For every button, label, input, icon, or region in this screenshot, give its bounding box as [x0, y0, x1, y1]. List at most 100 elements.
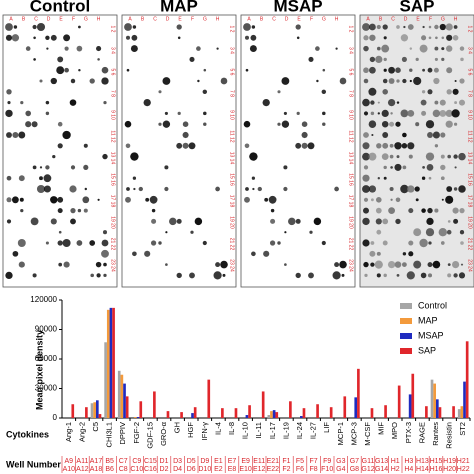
blot-col-label: H: [216, 16, 220, 22]
bar: [457, 409, 461, 418]
well-label: E8: [228, 466, 237, 473]
blot-spot: [263, 250, 270, 257]
blot-spot: [408, 251, 414, 257]
blot-spot: [308, 56, 314, 62]
blot-spot: [422, 68, 425, 72]
well-label: H14: [416, 466, 429, 473]
blot-spot: [64, 46, 69, 51]
blot-spot: [103, 262, 107, 267]
blot-spot: [370, 262, 375, 267]
blot-spot: [428, 25, 432, 29]
blot-spot: [370, 198, 374, 202]
blot-spot: [446, 229, 452, 235]
blot-spot: [84, 187, 88, 191]
blot-spot: [363, 132, 369, 138]
blot-spot: [458, 152, 466, 161]
well-label: D4: [173, 466, 182, 473]
blot-spot: [427, 262, 433, 268]
blot-col-label: F: [72, 16, 75, 22]
blot-spot: [426, 217, 434, 226]
blot-spot: [18, 131, 26, 139]
well-label: G8: [350, 466, 359, 473]
blot-spot: [447, 220, 451, 223]
blot-spot: [62, 130, 71, 140]
blot-spot: [6, 132, 12, 138]
blot-col-label: D: [404, 16, 408, 22]
blot-spot: [130, 152, 139, 161]
blot-spot: [131, 34, 138, 41]
blot-spot: [374, 260, 383, 269]
blot-spot: [334, 262, 340, 268]
blot-spot: [295, 272, 301, 279]
blot-col-label: C: [153, 16, 157, 22]
bar: [125, 396, 129, 418]
blot-spot: [434, 208, 439, 213]
x-tick-label: CHI3L1: [105, 422, 114, 447]
blot-spot: [50, 77, 57, 85]
bar: [384, 405, 387, 418]
blot-spot: [440, 241, 445, 245]
well-label: H13: [416, 458, 429, 465]
blot-spot: [78, 25, 81, 29]
blot-spot: [50, 34, 57, 41]
bar: [71, 404, 75, 418]
blot-row-label: 3 4: [229, 47, 235, 54]
blot-spot: [447, 273, 452, 278]
blot-spot: [182, 142, 189, 149]
bar: [117, 370, 121, 418]
blot-spot: [440, 176, 445, 181]
blot-spot: [376, 46, 381, 51]
blot-spot: [288, 217, 296, 226]
blot-spot: [13, 25, 18, 29]
panel-frame: [359, 14, 474, 288]
blot-spot: [190, 230, 194, 234]
blot-spot: [103, 273, 107, 278]
well-label: H15: [430, 458, 443, 465]
blot-spot: [125, 143, 131, 149]
blot-spot: [409, 79, 412, 83]
blot-spot: [69, 185, 77, 193]
blot-spot: [458, 99, 466, 106]
blot-spot: [339, 77, 347, 85]
blot-spot: [6, 197, 12, 203]
blot-row-label: 15 16: [467, 173, 473, 186]
blot-spot: [407, 24, 414, 30]
blot-row-label: 17 18: [110, 195, 116, 208]
x-tick-label: Ang-1: [64, 422, 73, 442]
blot-spot: [32, 273, 37, 278]
blot-spot: [396, 25, 400, 29]
blot-spot: [421, 110, 427, 116]
blot-spot: [243, 120, 251, 128]
blot-spot: [434, 46, 439, 51]
blot-spot: [435, 36, 438, 40]
blot-spot: [251, 25, 256, 29]
well-label: D5: [187, 458, 196, 465]
well-label: E10: [239, 466, 252, 473]
blot-spot: [364, 273, 368, 278]
blot-spot: [6, 89, 12, 95]
well-label: A9: [65, 458, 74, 465]
blot-spot: [363, 78, 369, 84]
blot-spot: [400, 184, 409, 194]
blot-col-label: D: [47, 16, 51, 22]
blot-row-label: 15 16: [110, 173, 116, 186]
blot-row-label: 7 8: [110, 90, 116, 97]
blot-spot: [5, 109, 13, 118]
blot-spot: [162, 77, 171, 85]
blot-spot: [396, 79, 400, 83]
blot-spot: [196, 46, 201, 51]
blot-spot: [220, 77, 228, 85]
blot-spot: [445, 120, 453, 128]
blot-spot: [158, 241, 162, 245]
blot-spot: [458, 185, 466, 193]
blot-spot: [269, 240, 276, 246]
well-label: C10: [130, 466, 143, 473]
blot-spot: [362, 185, 370, 193]
x-tick-label: IL-4: [213, 422, 222, 435]
x-tick-label: RAGE: [417, 422, 426, 443]
blot-spot: [70, 78, 76, 84]
blot-spot: [158, 122, 162, 126]
blot-spot: [96, 46, 102, 52]
blot-spot: [376, 143, 382, 149]
blot-spot: [428, 176, 432, 180]
